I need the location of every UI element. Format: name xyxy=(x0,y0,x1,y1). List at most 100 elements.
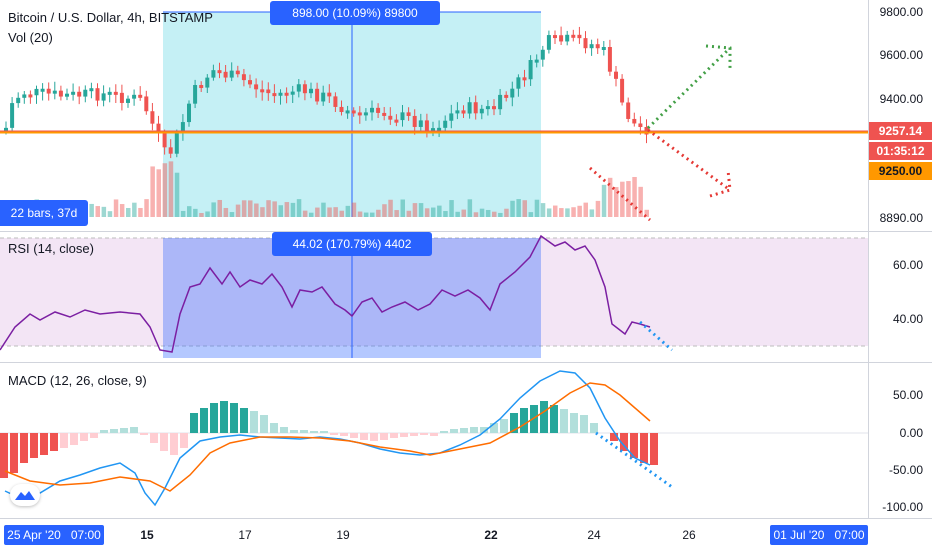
volume-bar xyxy=(382,204,387,217)
volume-bar xyxy=(620,181,625,217)
tradingview-logo-icon[interactable] xyxy=(10,484,40,506)
time-axis[interactable]: 25 Apr '20 07:00 15 17 19 22 24 26 01 Ju… xyxy=(0,518,932,551)
bearish-projection xyxy=(647,128,731,192)
candle xyxy=(296,84,301,92)
macd-histogram-bar xyxy=(440,431,448,433)
rsi-pane[interactable]: RSI (14, close) 44.02 (170.79%) 4402 xyxy=(0,232,868,362)
candle xyxy=(126,98,130,103)
macd-histogram-bar xyxy=(360,433,368,440)
volume-bar xyxy=(461,209,466,217)
candle xyxy=(614,71,618,79)
candle xyxy=(28,94,33,98)
candle xyxy=(205,77,210,88)
macd-histogram-bar xyxy=(470,427,478,433)
volume-bar xyxy=(333,207,338,217)
price-pane[interactable]: Bitcoin / U.S. Dollar, 4h, BITSTAMP Vol … xyxy=(0,0,868,231)
candle xyxy=(302,84,307,94)
candle xyxy=(241,74,246,81)
macd-histogram-bar xyxy=(10,433,18,473)
volume-bar xyxy=(589,209,595,217)
candle xyxy=(223,71,228,78)
volume-bar xyxy=(626,181,631,217)
last-price-tag: 9257.14 xyxy=(869,122,932,140)
macd-histogram-bar xyxy=(90,433,98,438)
candle xyxy=(174,132,179,154)
volume-bar xyxy=(357,211,363,217)
macd-histogram-bar xyxy=(170,433,178,455)
volume-bar xyxy=(284,202,290,217)
bars-range-badge: 22 bars, 37d xyxy=(0,200,88,226)
candle xyxy=(565,34,570,42)
volume-bar xyxy=(302,210,308,217)
candle xyxy=(345,110,350,114)
candle xyxy=(180,122,185,133)
volume-bar xyxy=(132,202,137,217)
volume-bar xyxy=(272,201,277,217)
candle xyxy=(388,115,393,120)
volume-bar xyxy=(138,207,143,217)
macd-tick: -50.00 xyxy=(888,463,923,477)
rsi-chart[interactable] xyxy=(0,232,868,362)
candle xyxy=(254,84,259,90)
candle xyxy=(34,88,39,96)
end-date: 01 Jul '20 xyxy=(773,528,825,542)
candle xyxy=(284,92,289,96)
macd-histogram-bar xyxy=(530,405,538,433)
candle xyxy=(559,35,564,42)
macd-axis[interactable]: 50.00 0.00 -50.00 -100.00 xyxy=(868,363,932,518)
volume-bar xyxy=(193,208,198,217)
macd-histogram-bar xyxy=(510,413,518,433)
macd-tick: 50.00 xyxy=(892,388,923,402)
time-tick: 22 xyxy=(484,528,498,542)
pane-separator[interactable] xyxy=(0,362,932,363)
volume-bar xyxy=(199,212,204,217)
macd-histogram-bar xyxy=(20,433,28,463)
macd-histogram-bar xyxy=(570,413,578,433)
candle xyxy=(406,112,411,116)
candle xyxy=(607,46,612,72)
candle xyxy=(363,112,368,116)
candle xyxy=(492,106,496,110)
macd-histogram-bar xyxy=(410,433,418,436)
volume-bar xyxy=(638,186,643,217)
volume-bar xyxy=(241,200,247,217)
volume-bar xyxy=(528,212,534,217)
candle xyxy=(248,80,252,85)
countdown-tag: 01:35:12 xyxy=(869,142,932,160)
candle xyxy=(638,123,643,128)
candle xyxy=(95,88,100,101)
volume-bar xyxy=(266,200,271,217)
candle xyxy=(58,90,63,97)
candle xyxy=(595,44,600,49)
price-axis[interactable]: 9800.00 9600.00 9400.00 8890.00 xyxy=(868,0,932,231)
candle xyxy=(132,94,137,99)
macd-histogram-bar xyxy=(0,433,8,478)
volume-bar xyxy=(278,205,283,217)
price-chart[interactable] xyxy=(0,0,868,231)
macd-histogram-bar xyxy=(430,433,438,436)
candle xyxy=(351,110,356,114)
candle xyxy=(528,60,533,80)
macd-histogram-bar xyxy=(620,433,628,451)
macd-histogram-bar xyxy=(590,423,598,433)
volume-bar xyxy=(254,203,259,217)
macd-histogram-bar xyxy=(550,405,558,433)
candle xyxy=(217,70,222,74)
volume-bar xyxy=(485,209,491,217)
candle xyxy=(424,120,429,133)
price-tick: 9800.00 xyxy=(879,5,923,19)
rsi-band xyxy=(0,238,868,346)
rsi-axis[interactable]: 60.00 40.00 xyxy=(868,232,932,362)
volume-bar xyxy=(577,205,582,217)
pane-separator[interactable] xyxy=(0,231,932,232)
macd-histogram-bar xyxy=(110,429,118,433)
candle xyxy=(71,91,76,95)
volume-bar xyxy=(223,207,229,217)
volume-bar xyxy=(156,169,161,217)
macd-chart[interactable] xyxy=(0,363,868,518)
candle xyxy=(89,88,94,92)
macd-histogram-bar xyxy=(80,433,88,441)
volume-bar xyxy=(406,210,412,217)
macd-pane[interactable]: MACD (12, 26, close, 9) xyxy=(0,363,868,518)
candle xyxy=(382,112,387,116)
